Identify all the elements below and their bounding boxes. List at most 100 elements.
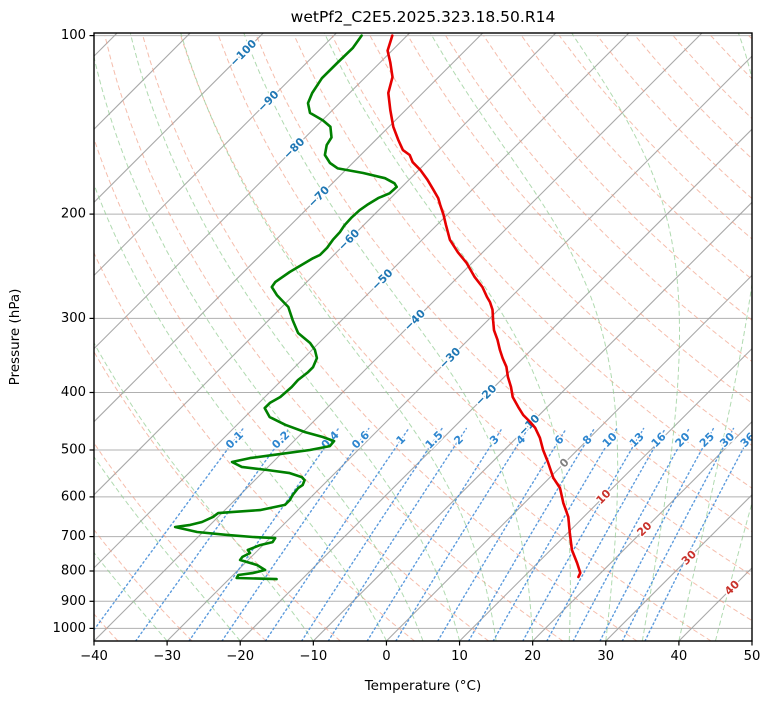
isotherm--70c	[94, 33, 484, 423]
isotherm-50c	[751, 640, 752, 641]
x-tick-label-10: 10	[451, 649, 468, 664]
mixing-ratio-line-10gkg	[492, 427, 618, 641]
isotherm--60c	[94, 33, 557, 496]
x-tick-label--20: −20	[226, 649, 254, 664]
isotherm-30c	[605, 494, 752, 641]
mixing-ratio-line-36gkg	[644, 430, 752, 641]
pressure-gridlines	[94, 35, 752, 629]
dry-adiabat-theta-130c	[521, 35, 752, 281]
mixing-ratio-label-1gkg: 1	[393, 433, 408, 448]
mixing-ratio-label-6gkg: 6	[552, 432, 567, 447]
mixing-ratio-line-20gkg	[572, 427, 690, 641]
y-axis-label: Pressure (hPa)	[7, 289, 23, 386]
x-tick-label-0: 0	[382, 649, 390, 664]
x-tick-label-30: 30	[597, 649, 614, 664]
y-tick-label-900: 900	[61, 594, 86, 609]
moist-adiabat-lines	[94, 33, 752, 641]
moist-adiabat-0c	[94, 183, 387, 641]
mixing-ratio-line-3gkg	[366, 427, 503, 641]
x-tick-label-40: 40	[670, 649, 687, 664]
isotherm--50c	[94, 33, 630, 569]
mixing-ratio-label-30gkg: 30	[717, 430, 737, 450]
mixing-ratio-line-0.6gkg	[221, 427, 370, 641]
mixing-ratio-line-25gkg	[599, 427, 715, 641]
moist-adiabat-35c	[571, 33, 680, 641]
dry-adiabat-theta-10c	[94, 137, 489, 641]
isotherm-label--100c: −100	[227, 37, 259, 69]
y-tick-label-400: 400	[61, 385, 86, 400]
dry-adiabat-theta-70c	[293, 35, 752, 533]
y-tick-label-700: 700	[61, 529, 86, 544]
dewpoint-curve	[173, 34, 398, 581]
isotherm-40c	[678, 567, 752, 641]
moist-adiabat-20c	[243, 33, 534, 641]
y-axis-ticks: 100 200 300 400 500 600 700 800 900 1000	[52, 28, 94, 636]
dry-adiabat-theta--20c	[94, 442, 267, 641]
dry-adiabat-theta-60c	[255, 35, 752, 577]
temperature-curve	[386, 34, 582, 579]
dry-adiabat-theta-80c	[331, 35, 752, 489]
dry-adiabat-theta--30c	[94, 528, 193, 641]
dry-adiabat-theta-20c	[104, 35, 564, 641]
mixing-ratio-label-0.6gkg: 0.6	[349, 428, 372, 451]
isotherm--110c	[94, 33, 191, 130]
isotherm--10c	[312, 201, 752, 641]
mixing-ratio-label-16gkg: 16	[649, 430, 669, 450]
mixing-ratio-label-0.1gkg: 0.1	[223, 429, 246, 452]
isotherm--100c	[94, 33, 264, 204]
y-tick-label-300: 300	[61, 311, 86, 326]
mixing-ratio-line-2gkg	[327, 427, 467, 641]
x-tick-label--40: −40	[80, 649, 108, 664]
moist-adiabat-5c	[94, 54, 424, 641]
dry-adiabat-theta-30c	[142, 35, 638, 641]
chart-title: wetPf2_C2E5.2025.323.18.50.R14	[291, 8, 556, 27]
x-tick-label-20: 20	[524, 649, 541, 664]
dewpoint-curve-group	[173, 34, 398, 581]
dry-adiabat-theta-120c	[483, 35, 752, 321]
y-tick-label-1000: 1000	[52, 621, 86, 636]
moist-adiabat-30c	[429, 33, 619, 641]
x-tick-label--10: −10	[299, 649, 327, 664]
isotherm-20c	[532, 420, 752, 641]
dry-adiabat-theta-110c	[445, 35, 752, 363]
isotherm--90c	[94, 33, 337, 277]
moist-adiabat--20c	[94, 455, 241, 641]
mixing-ratio-line-8gkg	[468, 427, 596, 641]
isotherm--80c	[94, 33, 410, 350]
mixing-ratio-label-25gkg: 25	[697, 430, 717, 450]
moist-adiabat-25c	[323, 33, 571, 641]
dry-adiabat-theta-140c	[558, 35, 752, 240]
isotherm--20c	[239, 128, 752, 641]
mixing-ratio-line-1.5gkg	[301, 427, 443, 641]
y-tick-label-500: 500	[61, 443, 86, 458]
mixing-ratio-label-1.5gkg: 1.5	[423, 429, 446, 452]
y-tick-label-600: 600	[61, 489, 86, 504]
mixing-ratio-line-13gkg	[522, 427, 645, 641]
dry-adiabat-theta-0c	[94, 251, 415, 641]
temperature-curve-group	[386, 34, 582, 579]
moist-adiabat-15c	[180, 33, 497, 641]
mixing-ratio-line-1gkg	[264, 427, 410, 641]
mixing-ratio-label-3gkg: 3	[487, 433, 502, 448]
moist-adiabat-10c	[129, 33, 461, 641]
x-tick-label--30: −30	[153, 649, 181, 664]
isotherm--30c	[166, 55, 752, 641]
y-tick-label-800: 800	[61, 564, 86, 579]
mixing-ratio-label-13gkg: 13	[627, 430, 647, 450]
mixing-ratio-line-30gkg	[621, 427, 735, 641]
dry-adiabat-theta-40c	[180, 35, 712, 641]
isotherm-10c	[459, 347, 752, 641]
plot-frame	[93, 32, 753, 642]
dry-adiabat-theta-180c	[710, 35, 752, 80]
mixing-ratio-line-6gkg	[437, 427, 567, 641]
isotherm-0c	[386, 274, 752, 641]
dry-adiabat-theta-160c	[634, 35, 752, 160]
x-axis-ticks: −40 −30 −20 −10 0 10 20 30 40 50	[80, 641, 760, 664]
dry-adiabat-theta--10c	[94, 350, 341, 641]
moist-adiabat-40c	[678, 33, 752, 641]
x-axis-label: Temperature (°C)	[364, 678, 482, 694]
moist-adiabat--30c	[94, 551, 168, 641]
y-tick-label-100: 100	[61, 28, 86, 43]
